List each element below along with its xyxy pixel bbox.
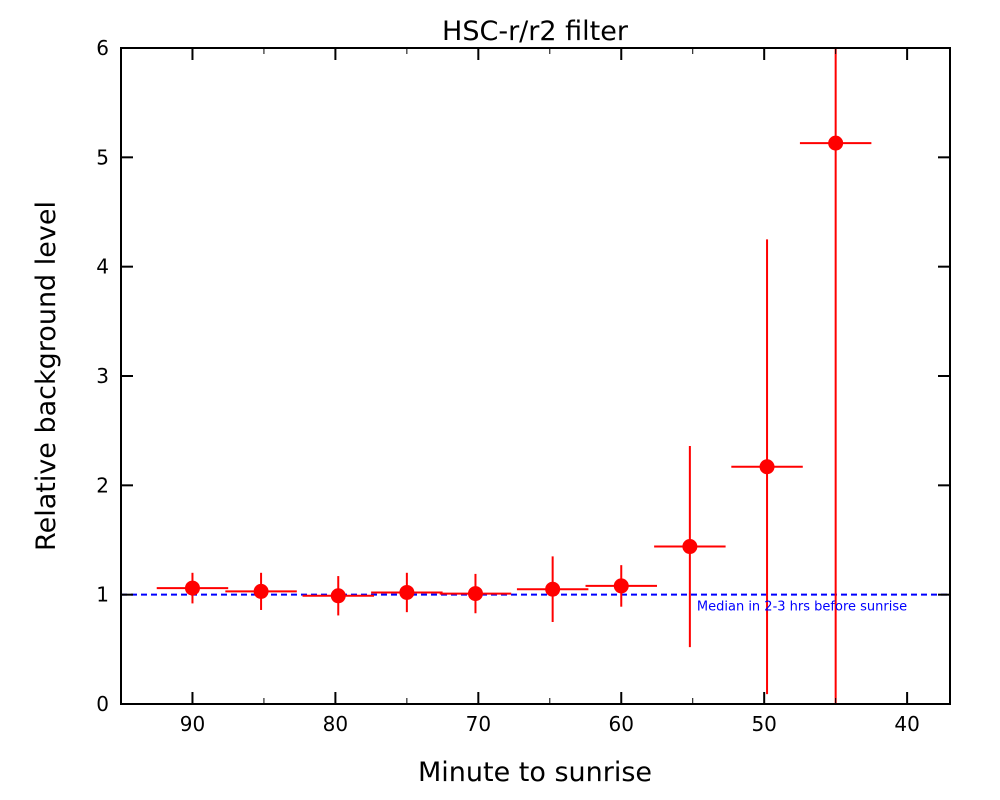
data-point (682, 539, 698, 555)
chart-title: HSC-r/r2 filter (442, 16, 629, 47)
data-point (759, 459, 775, 475)
data-point (399, 584, 415, 600)
data-point (828, 135, 844, 151)
data-point (545, 581, 561, 597)
y-tick-label: 6 (96, 36, 109, 60)
x-axis-label: Minute to sunrise (418, 757, 652, 788)
y-tick-label: 0 (96, 692, 109, 716)
data-point (467, 586, 483, 602)
x-tick-label: 80 (323, 712, 348, 736)
y-tick-label: 5 (96, 145, 109, 169)
x-tick-label: 70 (466, 712, 491, 736)
median-line-label: Median in 2-3 hrs before sunrise (697, 600, 907, 615)
x-tick-label: 90 (180, 712, 205, 736)
y-axis-label: Relative background level (31, 201, 62, 551)
y-tick-label: 4 (96, 255, 109, 279)
data-point (253, 583, 269, 599)
y-tick-label: 1 (96, 583, 109, 607)
x-tick-label: 50 (751, 712, 776, 736)
y-tick-label: 3 (96, 364, 109, 388)
data-point (330, 588, 346, 604)
x-tick-label: 40 (894, 712, 919, 736)
x-tick-label: 60 (609, 712, 634, 736)
y-tick-label: 2 (96, 473, 109, 497)
data-point (613, 578, 629, 594)
data-point (184, 580, 200, 596)
